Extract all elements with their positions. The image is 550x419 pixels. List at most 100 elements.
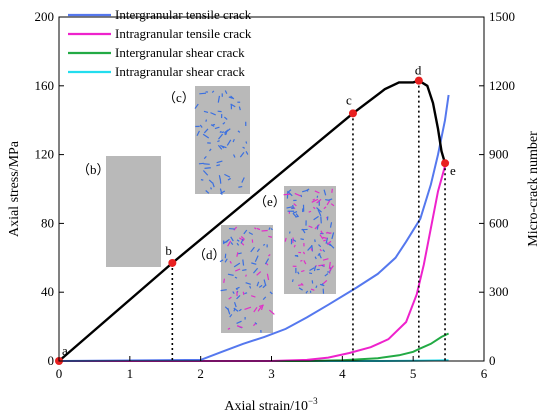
crack-mark xyxy=(291,207,295,210)
crack-mark xyxy=(288,231,291,234)
crack-mark xyxy=(263,279,267,286)
y-left-tick-label: 160 xyxy=(35,78,55,93)
crack-mark xyxy=(236,295,241,300)
crack-mark xyxy=(284,237,287,242)
y-left-tick-label: 200 xyxy=(35,9,55,24)
crack-mark xyxy=(232,138,235,143)
crack-mark xyxy=(308,210,312,213)
crack-mark xyxy=(292,210,298,214)
crack-mark xyxy=(212,182,215,188)
crack-mark xyxy=(223,278,225,283)
crack-mark xyxy=(252,323,256,327)
crack-mark xyxy=(293,244,296,248)
crack-mark xyxy=(217,144,223,150)
y-axis-left-title: Axial stress/MPa xyxy=(7,140,22,237)
crack-mark xyxy=(227,327,231,330)
crack-mark xyxy=(268,227,271,231)
crack-mark xyxy=(292,204,294,208)
crack-mark xyxy=(297,271,300,275)
crack-mark xyxy=(242,291,245,296)
crack-mark xyxy=(318,244,322,248)
crack-mark xyxy=(300,282,304,286)
crack-mark xyxy=(203,110,209,114)
legend-label-1: Intergranular tensile crack xyxy=(115,7,252,22)
crack-mark xyxy=(309,267,315,272)
crack-mark xyxy=(220,190,226,195)
crack-mark xyxy=(240,235,246,240)
crack-mark xyxy=(239,152,245,158)
crack-mark xyxy=(300,238,304,241)
crack-mark xyxy=(244,292,248,295)
marked-points: a b c d e xyxy=(55,63,456,365)
crack-mark xyxy=(200,179,204,181)
y-right-tick-label: 0 xyxy=(489,353,496,368)
y-right-tick-label: 300 xyxy=(489,284,509,299)
crack-mark xyxy=(227,273,234,276)
inset-image xyxy=(106,156,161,267)
crack-mark xyxy=(203,163,210,165)
crack-mark xyxy=(198,162,204,165)
x-tick-label: 2 xyxy=(197,366,204,381)
crack-mark xyxy=(242,269,247,272)
crack-mark xyxy=(286,206,293,209)
crack-mark xyxy=(292,239,297,242)
crack-mark xyxy=(323,206,327,210)
crack-mark xyxy=(300,259,303,262)
crack-mark xyxy=(217,140,220,143)
crack-mark xyxy=(233,154,236,158)
crack-mark xyxy=(210,187,213,190)
crack-mark xyxy=(319,234,324,240)
crack-mark xyxy=(260,304,264,311)
crack-mark xyxy=(242,259,245,266)
point-e xyxy=(441,159,450,168)
crack-mark xyxy=(294,192,301,197)
inset-3: （d） xyxy=(193,225,275,333)
crack-mark xyxy=(305,290,309,294)
crack-mark xyxy=(310,288,315,291)
crack-mark xyxy=(295,215,299,218)
inset-label: （d） xyxy=(193,247,226,262)
crack-mark xyxy=(300,194,303,198)
y-right-tick-label: 1500 xyxy=(489,9,515,24)
crack-mark xyxy=(224,306,229,311)
crack-mark xyxy=(316,224,319,230)
crack-mark xyxy=(228,96,233,99)
crack-mark xyxy=(266,273,270,281)
crack-mark xyxy=(326,240,332,245)
crack-mark xyxy=(216,164,221,167)
crack-mark xyxy=(219,259,224,263)
x-tick-label: 0 xyxy=(56,366,63,381)
crack-mark xyxy=(288,189,292,192)
y-left-tick-label: 0 xyxy=(48,353,55,368)
crack-mark xyxy=(283,193,291,196)
crack-mark xyxy=(219,130,222,133)
crack-mark xyxy=(236,252,239,257)
crack-mark xyxy=(242,146,246,149)
crack-mark xyxy=(203,128,209,134)
inset-image xyxy=(195,86,250,194)
crack-mark xyxy=(194,103,199,109)
crack-mark xyxy=(233,226,238,231)
crack-mark xyxy=(205,119,208,122)
crack-mark xyxy=(218,133,224,140)
crack-mark xyxy=(310,248,313,252)
crack-mark xyxy=(230,242,234,245)
crack-mark xyxy=(218,175,221,180)
crack-mark xyxy=(232,291,235,294)
crack-mark xyxy=(248,231,254,236)
crack-mark xyxy=(262,296,267,301)
y-right-tick-label: 600 xyxy=(489,215,509,230)
inset-image xyxy=(221,225,273,333)
dotted-guides xyxy=(171,80,446,361)
crack-mark xyxy=(234,276,238,279)
point-label-b: b xyxy=(165,243,172,258)
crack-mark xyxy=(220,144,227,149)
crack-mark xyxy=(223,116,228,120)
crack-mark xyxy=(313,265,317,272)
x-tick-label: 6 xyxy=(481,366,488,381)
crack-mark xyxy=(269,291,273,295)
crack-mark xyxy=(239,237,245,242)
crack-mark xyxy=(228,296,232,300)
crack-mark xyxy=(230,236,234,242)
